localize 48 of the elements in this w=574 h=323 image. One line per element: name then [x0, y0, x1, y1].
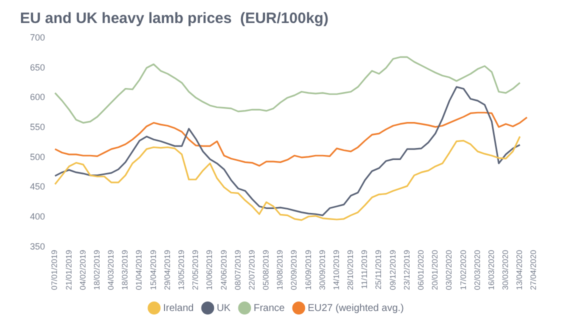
x-tick-label: 22/07/2019: [247, 249, 256, 290]
x-tick-label: 23/12/2019: [402, 249, 412, 290]
x-tick-label: 19/08/2019: [276, 249, 285, 290]
x-tick-label: 16/09/2019: [304, 249, 313, 290]
y-tick-label: 550: [30, 122, 46, 132]
x-tick-label: 21/01/2019: [64, 249, 74, 290]
x-tick-label: 25/11/2019: [374, 249, 384, 290]
x-tick-label: 30/09/2019: [318, 249, 327, 290]
legend-label: Ireland: [163, 302, 194, 314]
x-tick-label: 07/01/2019: [50, 249, 60, 290]
legend-label: France: [254, 302, 286, 314]
y-tick-label: 400: [30, 212, 46, 222]
legend-label: EU27 (weighted avg.): [308, 302, 404, 314]
x-tick-label: 03/02/2020: [444, 249, 454, 290]
x-tick-label: 30/03/2020: [501, 249, 510, 290]
x-tick-label: 04/02/2019: [78, 249, 88, 290]
legend-label: UK: [216, 302, 231, 314]
x-tick-label: 14/10/2019: [332, 249, 341, 290]
x-tick-label: 13/04/2020: [515, 249, 524, 290]
x-tick-label: 27/05/2019: [191, 249, 200, 290]
x-tick-label: 05/08/2019: [262, 249, 271, 290]
y-tick-label: 350: [30, 241, 46, 252]
x-tick-label: 18/03/2019: [120, 249, 130, 290]
x-tick-label: 16/03/2020: [486, 249, 496, 290]
x-tick-label: 18/02/2019: [92, 249, 102, 290]
x-tick-label: 02/03/2020: [472, 249, 482, 290]
x-tick-label: 15/04/2019: [148, 249, 158, 290]
x-tick-label: 24/06/2019: [219, 249, 228, 290]
x-tick-label: 28/10/2019: [346, 249, 356, 290]
x-tick-label: 17/02/2020: [458, 249, 468, 290]
x-tick-label: 13/05/2019: [177, 249, 186, 290]
y-tick-label: 700: [30, 32, 46, 42]
chart-title: EU and UK heavy lamb prices (EUR/100kg): [20, 10, 328, 28]
x-tick-label: 08/07/2019: [233, 249, 242, 290]
y-tick-label: 450: [30, 182, 46, 192]
y-tick-label: 600: [30, 92, 46, 102]
y-tick-label: 500: [30, 152, 46, 162]
x-tick-label: 09/12/2019: [388, 249, 398, 290]
y-tick-label: 650: [30, 62, 46, 72]
x-tick-label: 02/09/2019: [290, 249, 299, 290]
x-tick-label: 20/01/2020: [430, 249, 440, 290]
x-tick-label: 01/04/2019: [134, 249, 144, 290]
x-tick-label: 10/06/2019: [205, 249, 214, 290]
x-tick-label: 04/03/2019: [106, 249, 116, 290]
x-tick-label: 11/11/2019: [360, 249, 370, 289]
x-tick-label: 06/01/2020: [416, 249, 426, 290]
x-tick-label: 29/04/2019: [162, 249, 172, 290]
x-tick-label: 27/04/2020: [529, 249, 538, 290]
